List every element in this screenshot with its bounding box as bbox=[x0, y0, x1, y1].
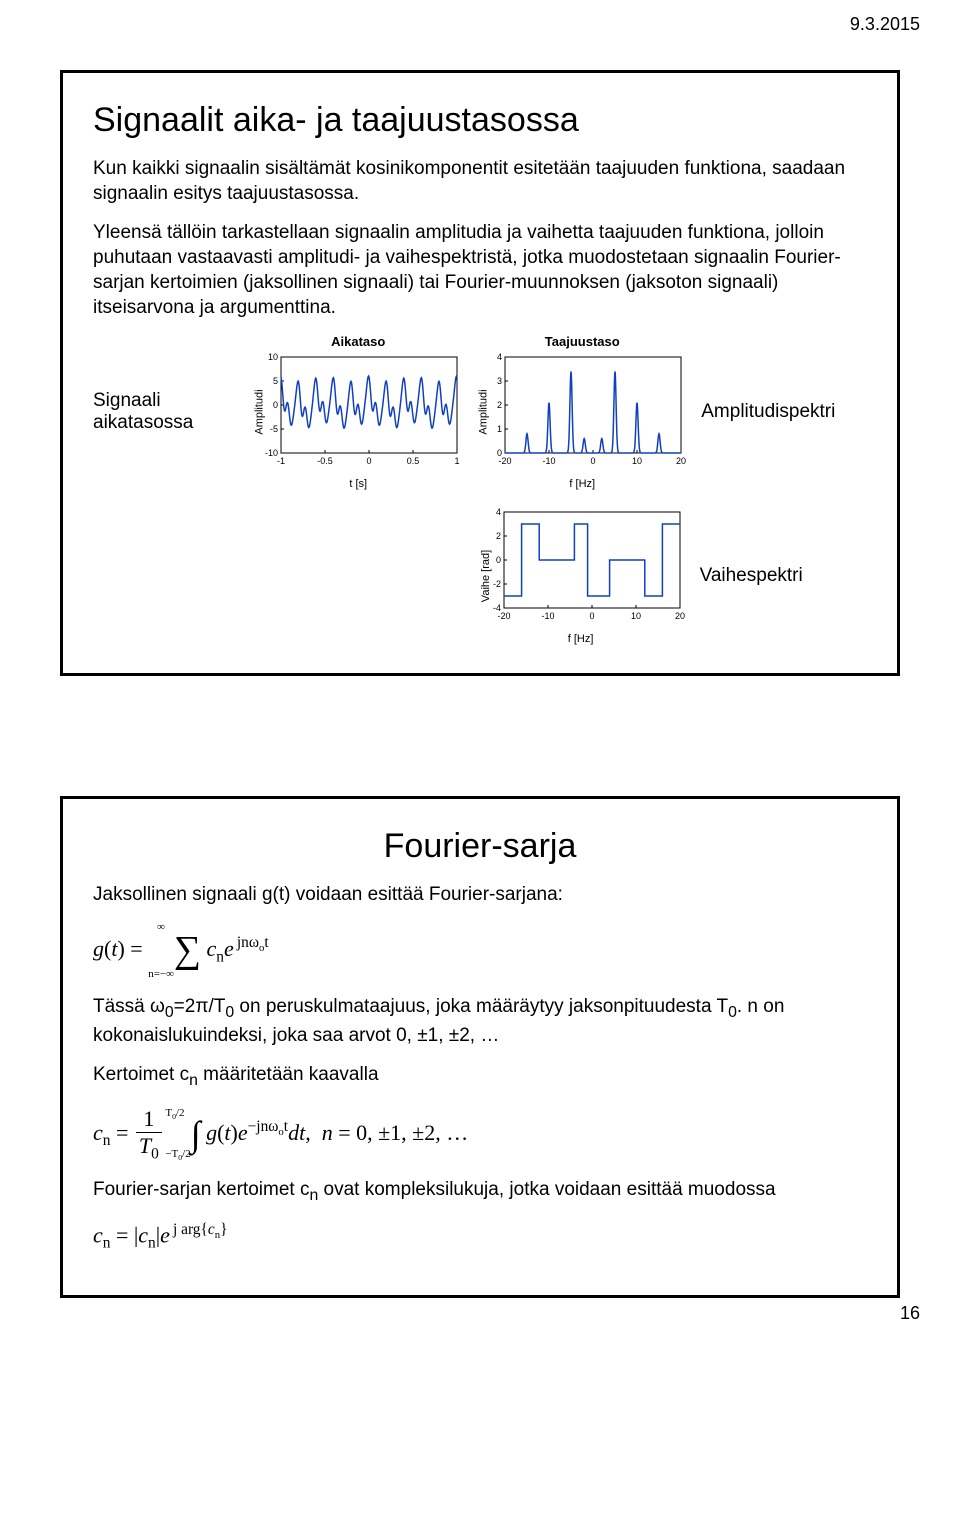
eq-polar: cn = |cn|e j arg{cn} bbox=[93, 1221, 867, 1253]
plot-amp-title: Taajuustaso bbox=[477, 334, 687, 349]
slide-1: Signaalit aika- ja taajuustasossa Kun ka… bbox=[60, 70, 900, 676]
svg-text:1: 1 bbox=[455, 456, 460, 466]
p3b: määritetään kaavalla bbox=[198, 1064, 379, 1085]
svg-text:0: 0 bbox=[367, 456, 372, 466]
plot-amp: Taajuustaso Amplitudi 01234-20-1001020 f… bbox=[477, 334, 687, 490]
p3a: Kertoimet c bbox=[93, 1064, 189, 1085]
page: 9.3.2015 16 Signaalit aika- ja taajuusta… bbox=[0, 0, 960, 1338]
svg-text:10: 10 bbox=[632, 456, 642, 466]
slide2-para3: Kertoimet cn määritetään kaavalla bbox=[93, 1062, 867, 1092]
caption-phase: Vaihespektri bbox=[700, 565, 867, 587]
svg-text:-2: -2 bbox=[493, 579, 501, 589]
slide2-para4: Fourier-sarjan kertoimet cn ovat komplek… bbox=[93, 1177, 867, 1207]
caption-amp: Amplitudispektri bbox=[701, 401, 867, 423]
svg-text:10: 10 bbox=[268, 352, 278, 362]
svg-text:20: 20 bbox=[676, 456, 686, 466]
svg-text:-0.5: -0.5 bbox=[317, 456, 333, 466]
slide-2: Fourier-sarja Jaksollinen signaali g(t) … bbox=[60, 796, 900, 1297]
svg-text:5: 5 bbox=[273, 376, 278, 386]
svg-text:10: 10 bbox=[631, 611, 641, 621]
svg-text:3: 3 bbox=[497, 376, 502, 386]
page-number: 16 bbox=[900, 1303, 920, 1324]
plot-time: Aikataso Amplitudi -10-50510-1-0.500.51 … bbox=[253, 334, 463, 490]
plot-amp-svg: 01234-20-1001020 bbox=[477, 351, 687, 471]
svg-text:-10: -10 bbox=[543, 456, 556, 466]
plot-time-svg: -10-50510-1-0.500.51 bbox=[253, 351, 463, 471]
svg-text:2: 2 bbox=[497, 400, 502, 410]
plot-time-ylabel: Amplitudi bbox=[254, 390, 266, 435]
svg-text:-1: -1 bbox=[277, 456, 285, 466]
plot-phase-xlabel: f [Hz] bbox=[476, 633, 686, 645]
svg-text:-20: -20 bbox=[499, 456, 512, 466]
header-date: 9.3.2015 bbox=[850, 14, 920, 35]
svg-text:0.5: 0.5 bbox=[407, 456, 420, 466]
slide2-title: Fourier-sarja bbox=[93, 827, 867, 866]
p2a: Tässä ω bbox=[93, 996, 165, 1017]
p4a: Fourier-sarjan kertoimet c bbox=[93, 1179, 309, 1200]
svg-text:20: 20 bbox=[675, 611, 685, 621]
svg-text:4: 4 bbox=[496, 507, 501, 517]
slide1-para1: Kun kaikki signaalin sisältämät kosiniko… bbox=[93, 156, 867, 206]
slide1-para2: Yleensä tällöin tarkastellaan signaalin … bbox=[93, 220, 867, 320]
svg-text:1: 1 bbox=[497, 424, 502, 434]
slide2-para2: Tässä ω0=2π/T0 on peruskulmataajuus, jok… bbox=[93, 994, 867, 1049]
plot-phase-svg: -4-2024-20-1001020 bbox=[476, 506, 686, 626]
svg-text:0: 0 bbox=[589, 611, 594, 621]
p2c: on peruskulmataajuus, joka määräytyy jak… bbox=[234, 996, 728, 1017]
plot-amp-xlabel: f [Hz] bbox=[477, 478, 687, 490]
slide2-para1: Jaksollinen signaali g(t) voidaan esittä… bbox=[93, 882, 867, 907]
eq-coef: cn = 1T0 T0/2−T0/2∫ g(t)e−jnωotdt, n = 0… bbox=[93, 1106, 867, 1163]
p4b: ovat kompleksilukuja, jotka voidaan esit… bbox=[318, 1179, 775, 1200]
svg-text:-5: -5 bbox=[270, 424, 278, 434]
slide1-title: Signaalit aika- ja taajuustasossa bbox=[93, 101, 867, 140]
svg-text:4: 4 bbox=[497, 352, 502, 362]
p2b: =2π/T bbox=[174, 996, 226, 1017]
figrow-2: Vaihe [rad] -4-2024-20-1001020 f [Hz] Va… bbox=[93, 506, 867, 645]
caption-time: Signaali aikatasossa bbox=[93, 390, 239, 434]
svg-text:0: 0 bbox=[273, 400, 278, 410]
plot-phase-ylabel: Vaihe [rad] bbox=[480, 550, 492, 602]
plot-time-title: Aikataso bbox=[253, 334, 463, 349]
plot-amp-ylabel: Amplitudi bbox=[478, 390, 490, 435]
plot-time-xlabel: t [s] bbox=[253, 478, 463, 490]
svg-text:-10: -10 bbox=[541, 611, 554, 621]
eq-fourier-series: g(t) = ∞n=−∞∑ cne jnωot bbox=[93, 922, 867, 980]
svg-text:0: 0 bbox=[496, 555, 501, 565]
plot-phase: Vaihe [rad] -4-2024-20-1001020 f [Hz] bbox=[476, 506, 686, 645]
svg-text:2: 2 bbox=[496, 531, 501, 541]
svg-text:-20: -20 bbox=[497, 611, 510, 621]
figrow-1: Signaali aikatasossa Aikataso Amplitudi … bbox=[93, 334, 867, 490]
svg-text:0: 0 bbox=[591, 456, 596, 466]
